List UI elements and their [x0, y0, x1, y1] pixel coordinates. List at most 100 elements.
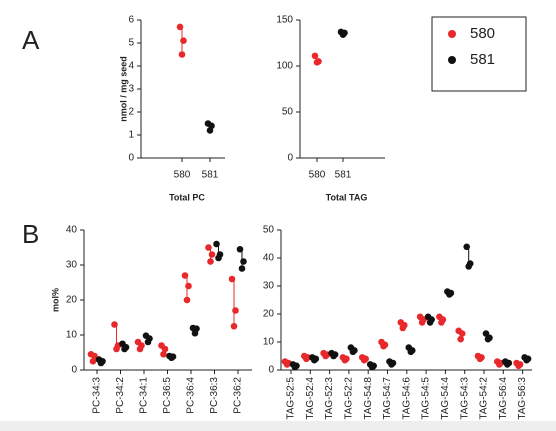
legend-dot	[448, 56, 456, 64]
dot	[111, 321, 118, 328]
x-tick-label: PC-34:2	[115, 377, 126, 414]
x-tick-label: TAG-52:2	[344, 377, 355, 420]
dot	[311, 356, 318, 364]
dot	[136, 345, 144, 353]
dot	[399, 324, 407, 332]
x-tick-label: TAG-54:3	[459, 377, 470, 420]
y-tick-label: 1	[128, 130, 134, 141]
x-tick-label: TAG-52:5	[286, 377, 297, 420]
dot	[176, 23, 184, 31]
dot	[240, 258, 247, 265]
dot	[180, 37, 187, 44]
y-tick-label: 0	[128, 153, 134, 164]
x-axis-label: Total TAG	[326, 192, 368, 202]
y-tick-label: 0	[287, 153, 293, 164]
y-tick-label: 20	[263, 309, 275, 320]
dot	[438, 319, 445, 326]
x-tick-label: PC-36:2	[233, 377, 244, 414]
y-tick-label: 0	[71, 365, 77, 376]
page-edge	[0, 421, 556, 431]
y-tick-label: 30	[263, 281, 275, 292]
x-tick-label: 580	[174, 170, 191, 181]
x-tick-label: PC-36:3	[209, 377, 220, 414]
x-tick-label: TAG-54:6	[401, 377, 412, 420]
x-tick-label: TAG-54:7	[382, 377, 393, 420]
x-tick-label: TAG-56:4	[498, 377, 509, 420]
dot	[349, 348, 357, 356]
dot	[515, 362, 522, 370]
x-tick-label: TAG-52:3	[324, 377, 335, 420]
dot	[463, 243, 471, 251]
dot	[496, 361, 503, 368]
x-tick-label: PC-36:5	[162, 377, 173, 414]
dot	[360, 356, 368, 364]
dot	[418, 319, 426, 326]
y-tick-label: 4	[128, 61, 134, 72]
dot	[368, 363, 376, 371]
y-tick-label: 150	[276, 15, 293, 26]
y-tick-label: 2	[128, 107, 134, 118]
dot	[230, 322, 238, 330]
dot	[339, 31, 347, 39]
dot	[191, 329, 199, 337]
x-tick-label: 580	[309, 170, 326, 181]
dot	[206, 127, 214, 134]
dot	[238, 265, 246, 272]
dot	[523, 356, 530, 364]
dot	[330, 352, 337, 360]
dot	[283, 361, 291, 368]
y-tick-label: 50	[282, 107, 294, 118]
dot	[207, 258, 214, 265]
dot	[236, 245, 244, 253]
dot	[426, 319, 434, 326]
x-tick-label: PC-34:3	[92, 377, 103, 414]
dot	[185, 282, 192, 290]
x-tick-label: TAG-56:3	[517, 377, 528, 420]
legend-box	[431, 16, 527, 92]
dot	[446, 291, 453, 298]
y-tick-label: 6	[128, 15, 134, 26]
x-tick-label: TAG-52:4	[305, 377, 316, 420]
y-tick-label: 0	[268, 365, 274, 376]
dot	[160, 350, 167, 358]
dot	[504, 361, 511, 368]
x-tick-label: 581	[202, 170, 219, 181]
legend-label: 581	[470, 51, 495, 68]
dot	[168, 354, 175, 362]
dot	[303, 355, 310, 363]
dot	[311, 52, 319, 60]
dot	[181, 272, 189, 279]
dot	[113, 345, 120, 353]
legend-label: 580	[470, 25, 495, 42]
dot	[313, 59, 321, 66]
y-axis-label: mol%	[50, 288, 60, 312]
y-tick-label: 40	[263, 253, 275, 264]
dot	[144, 338, 152, 346]
dot	[161, 345, 169, 353]
dot	[388, 361, 395, 368]
x-tick-label: PC-36:4	[186, 377, 197, 414]
dot	[228, 275, 236, 283]
x-tick-label: PC-34:1	[139, 377, 150, 414]
y-tick-label: 40	[66, 225, 78, 236]
dot	[341, 356, 349, 364]
dot	[232, 307, 239, 314]
dot	[178, 51, 186, 58]
dot	[91, 352, 98, 360]
dot	[97, 359, 105, 367]
dot	[458, 330, 466, 337]
dot	[465, 263, 473, 270]
x-tick-label: TAG-54:8	[363, 377, 374, 420]
dot	[215, 254, 222, 262]
dot	[476, 355, 484, 363]
dot	[208, 251, 216, 258]
x-tick-label: TAG-54:5	[421, 377, 432, 420]
dot	[205, 244, 212, 251]
y-tick-label: 20	[66, 295, 78, 306]
y-tick-label: 100	[276, 61, 293, 72]
y-tick-label: 10	[263, 337, 275, 348]
y-tick-label: 10	[66, 330, 78, 341]
y-tick-label: 5	[128, 38, 134, 49]
y-tick-label: 3	[128, 84, 134, 95]
